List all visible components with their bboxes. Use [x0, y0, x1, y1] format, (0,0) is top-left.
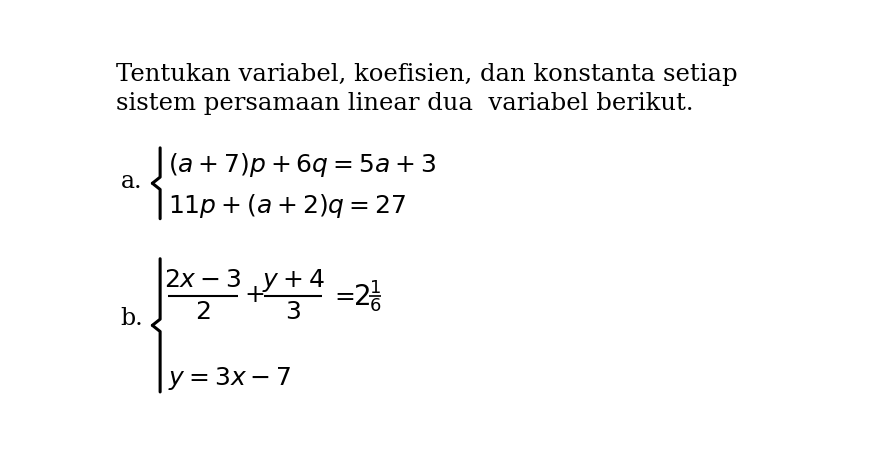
Text: $2x - 3$: $2x - 3$ [164, 269, 241, 292]
Text: $2$: $2$ [195, 301, 210, 324]
Text: sistem persamaan linear dua  variabel berikut.: sistem persamaan linear dua variabel ber… [116, 93, 693, 115]
Text: $y + 4$: $y + 4$ [261, 267, 324, 294]
Text: $1$: $1$ [368, 279, 381, 297]
Text: $2$: $2$ [353, 284, 369, 311]
Text: b.: b. [120, 307, 143, 330]
Text: $=$: $=$ [330, 284, 354, 307]
Text: $3$: $3$ [285, 301, 301, 324]
Text: Tentukan variabel, koefisien, dan konstanta setiap: Tentukan variabel, koefisien, dan konsta… [116, 63, 737, 86]
Text: $(a + 7)p + 6q = 5a + 3$: $(a + 7)p + 6q = 5a + 3$ [168, 151, 436, 179]
Text: $y = 3x - 7$: $y = 3x - 7$ [168, 365, 291, 392]
Text: $11p + (a + 2)q = 27$: $11p + (a + 2)q = 27$ [168, 191, 405, 219]
Text: a.: a. [120, 170, 142, 193]
Text: $6$: $6$ [368, 297, 381, 315]
Text: $+$: $+$ [244, 284, 264, 307]
